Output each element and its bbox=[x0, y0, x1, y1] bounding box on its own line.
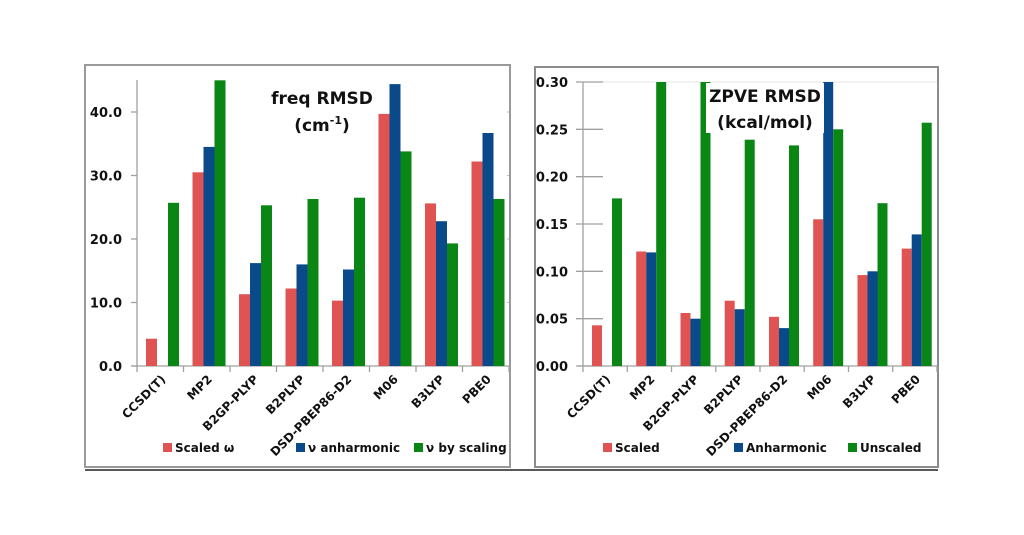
bar-by-scaling-pbe0 bbox=[493, 199, 505, 366]
legend-label: Scaled bbox=[615, 441, 660, 455]
bar-scaled-mp2 bbox=[636, 251, 647, 366]
bar-scaled-mp2 bbox=[192, 172, 204, 366]
bar-unscaled-m06 bbox=[833, 129, 844, 366]
right-chart-frame bbox=[534, 66, 939, 468]
bar-by-scaling-m06 bbox=[400, 151, 412, 366]
y-tick-label: 30.0 bbox=[90, 170, 122, 185]
bar-unscaled-b2gp-plyp bbox=[700, 82, 711, 366]
y-tick-label: 0.20 bbox=[536, 171, 568, 186]
bar-scaled-ccsd-t bbox=[592, 325, 602, 366]
bar-anharmonic-mp2 bbox=[203, 146, 215, 366]
y-tick-label: 0.15 bbox=[536, 218, 568, 233]
y-tick-label: 0.00 bbox=[536, 360, 568, 375]
y-tick-label: 0.30 bbox=[536, 76, 568, 91]
bar-by-scaling-b3lyp bbox=[447, 243, 458, 366]
legend-label: Scaled ω bbox=[175, 441, 234, 455]
bar-unscaled-dsd-pbep86-d2 bbox=[789, 145, 799, 366]
left-title-unit-end: ) bbox=[342, 116, 350, 136]
y-tick-label: 0.25 bbox=[536, 123, 568, 138]
right-title-line2: (kcal/mol) bbox=[717, 113, 813, 133]
legend-label: Unscaled bbox=[860, 441, 921, 455]
bar-anharmonic-m06 bbox=[823, 82, 834, 366]
bar-unscaled-pbe0 bbox=[921, 122, 932, 366]
legend-item-scaled: Scaled bbox=[603, 441, 660, 455]
bar-unscaled-b3lyp bbox=[877, 203, 888, 366]
bar-scaled-m06 bbox=[813, 219, 824, 366]
bar-anharmonic-b2gp-plyp bbox=[250, 263, 261, 366]
legend-item-scaled: Scaled ω bbox=[163, 441, 234, 455]
right-title-line1: ZPVE RMSD bbox=[709, 87, 821, 107]
y-tick-label: 0.05 bbox=[536, 313, 568, 328]
bar-unscaled-mp2 bbox=[656, 82, 667, 366]
bar-scaled-b2gp-plyp bbox=[239, 294, 250, 366]
legend-swatch bbox=[734, 443, 743, 452]
bar-anharmonic-pbe0 bbox=[482, 133, 494, 366]
left-title-unit: (cm bbox=[294, 116, 330, 136]
legend-swatch bbox=[848, 443, 857, 452]
legend-swatch bbox=[603, 443, 612, 452]
legend-label: Anharmonic bbox=[746, 441, 827, 455]
legend-label: ν by scaling bbox=[426, 441, 507, 455]
left-chart-title: freq RMSD (cm-1) bbox=[271, 89, 373, 136]
bar-scaled-dsd-pbep86-d2 bbox=[332, 300, 343, 366]
bar-scaled-dsd-pbep86-d2 bbox=[769, 316, 779, 366]
bar-anharmonic-b2plyp bbox=[296, 264, 308, 366]
bar-anharmonic-b2gp-plyp bbox=[690, 318, 701, 366]
y-tick-label: 10.0 bbox=[90, 297, 122, 312]
bar-scaled-pbe0 bbox=[901, 248, 912, 366]
left-title-line2: (cm-1) bbox=[294, 114, 350, 136]
bar-anharmonic-dsd-pbep86-d2 bbox=[343, 269, 354, 366]
legend-item-anharmonic: Anharmonic bbox=[734, 441, 827, 455]
bar-by-scaling-ccsd-t bbox=[168, 202, 179, 366]
bar-unscaled-b2plyp bbox=[744, 139, 755, 366]
legend-label: ν anharmonic bbox=[308, 441, 400, 455]
y-tick-label: 0.10 bbox=[536, 265, 568, 280]
bar-anharmonic-pbe0 bbox=[911, 234, 922, 366]
legend-item-by-scaling: ν by scaling bbox=[414, 441, 507, 455]
bar-by-scaling-b2gp-plyp bbox=[261, 205, 272, 366]
bar-scaled-b3lyp bbox=[857, 275, 868, 366]
bar-scaled-ccsd-t bbox=[146, 338, 157, 366]
legend-swatch bbox=[414, 443, 423, 452]
legend-swatch bbox=[163, 443, 172, 452]
y-tick-label: 0.0 bbox=[99, 360, 122, 375]
left-title-line1: freq RMSD bbox=[271, 89, 373, 109]
bar-scaled-b2plyp bbox=[724, 300, 735, 366]
bar-anharmonic-mp2 bbox=[646, 252, 657, 366]
y-tick-label: 20.0 bbox=[90, 233, 122, 248]
bar-scaled-b3lyp bbox=[425, 203, 436, 366]
legend-item-unscaled: Unscaled bbox=[848, 441, 921, 455]
bar-scaled-b2gp-plyp bbox=[680, 313, 691, 366]
bar-anharmonic-m06 bbox=[389, 84, 401, 366]
bar-anharmonic-dsd-pbep86-d2 bbox=[779, 328, 789, 366]
bar-by-scaling-b2plyp bbox=[307, 199, 319, 366]
y-tick-label: 40.0 bbox=[90, 106, 122, 121]
bar-anharmonic-b3lyp bbox=[436, 221, 447, 366]
bar-by-scaling-mp2 bbox=[214, 80, 226, 367]
left-title-unit-sup: -1 bbox=[330, 114, 342, 127]
bar-scaled-b2plyp bbox=[285, 288, 297, 366]
bar-anharmonic-b3lyp bbox=[867, 271, 878, 366]
bar-anharmonic-b2plyp bbox=[734, 309, 745, 366]
legend-item-anharmonic: ν anharmonic bbox=[296, 441, 400, 455]
bar-scaled-m06 bbox=[378, 113, 390, 367]
legend-swatch bbox=[296, 443, 305, 452]
bar-by-scaling-dsd-pbep86-d2 bbox=[354, 197, 365, 366]
bar-unscaled-ccsd-t bbox=[612, 198, 622, 366]
right-chart-title: ZPVE RMSD (kcal/mol) bbox=[706, 83, 824, 133]
bar-scaled-pbe0 bbox=[471, 161, 483, 366]
